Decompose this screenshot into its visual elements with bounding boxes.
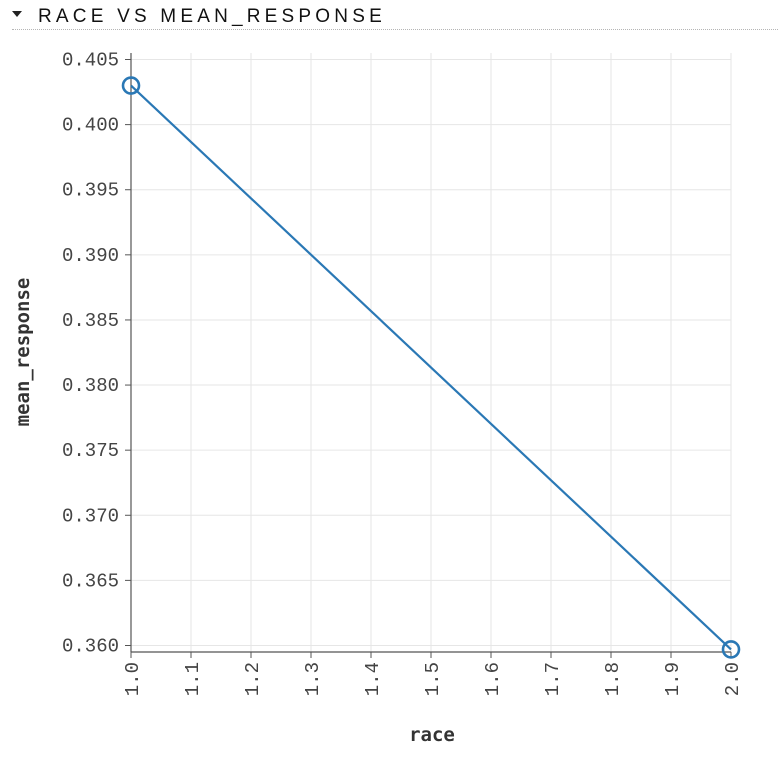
- section-header: RACE VS MEAN_RESPONSE: [12, 4, 778, 30]
- x-tick-label: 1.4: [362, 662, 384, 696]
- x-tick-label: 1.7: [542, 662, 564, 696]
- x-axis-title: race: [409, 724, 455, 746]
- y-tick-label: 0.380: [62, 375, 119, 397]
- x-tick-label: 1.5: [422, 662, 444, 696]
- data-point: [121, 76, 141, 95]
- y-tick-label: 0.405: [62, 50, 119, 72]
- y-tick-label: 0.365: [62, 570, 119, 592]
- y-tick-label: 0.385: [62, 310, 119, 332]
- x-tick-label: 1.8: [602, 662, 624, 696]
- x-tick-label: 1.9: [662, 662, 684, 696]
- x-tick-label: 2.0: [722, 662, 744, 696]
- y-tick-label: 0.370: [62, 505, 119, 527]
- axes: [125, 53, 732, 658]
- x-tick-labels: 1.0 1.1 1.2 1.3 1.4 1.5 1.6 1.7 1.8 1.9 2.0: [122, 662, 744, 696]
- y-tick-label: 0.375: [62, 440, 119, 462]
- x-tick-label: 1.1: [182, 662, 204, 696]
- y-axis-title: mean_response: [12, 278, 34, 427]
- x-tick-label: 1.6: [482, 662, 504, 696]
- x-tick-label: 1.2: [242, 662, 264, 696]
- y-tick-label: 0.395: [62, 180, 119, 202]
- x-tick-label: 1.3: [302, 662, 324, 696]
- section-title: RACE VS MEAN_RESPONSE: [38, 6, 386, 27]
- series: [121, 76, 741, 659]
- y-tick-label: 0.390: [62, 245, 119, 267]
- data-point: [721, 640, 741, 659]
- collapse-caret-icon[interactable]: [12, 11, 22, 17]
- grid: [130, 53, 732, 652]
- y-tick-label: 0.400: [62, 115, 119, 137]
- y-tick-label: 0.360: [62, 635, 119, 657]
- x-tick-label: 1.0: [122, 662, 144, 696]
- y-tick-labels: 0.405 0.400 0.395 0.390 0.385 0.380 0.375 0.370…: [62, 50, 119, 658]
- series-line: [130, 84, 732, 651]
